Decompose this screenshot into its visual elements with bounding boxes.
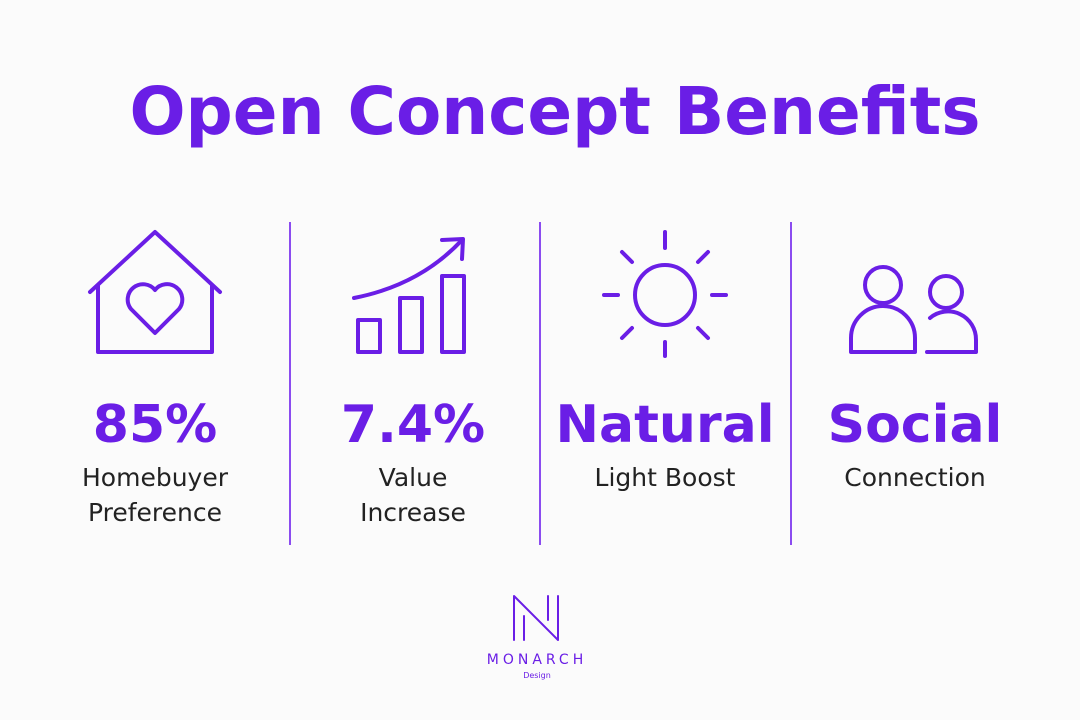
stat-label: Light Boost: [595, 463, 736, 492]
stat-label: Homebuyer: [82, 463, 229, 492]
sun-icon: [602, 230, 728, 358]
stat: Natural: [555, 395, 774, 455]
stat-label: Preference: [88, 498, 222, 527]
items: 85% Homebuyer Preference 7.4% Value Increase N…: [82, 395, 1002, 527]
stat: 7.4%: [341, 395, 485, 455]
title: Open Concept Benefits: [129, 73, 980, 150]
stat-label: Connection: [844, 463, 985, 492]
stat: 85%: [93, 395, 217, 455]
dividers: [289, 222, 792, 545]
people-icon: [849, 265, 979, 354]
logo-mark: [513, 595, 559, 641]
stat-label: Value: [379, 463, 448, 492]
logo-sub: Design: [523, 671, 551, 680]
logo-name: MONARCH: [487, 652, 587, 668]
stat-label: Increase: [360, 498, 466, 527]
stat: Social: [828, 395, 1003, 455]
house-icon: [88, 230, 222, 354]
growth-icon: [352, 237, 466, 354]
logo: MONARCH Design: [487, 595, 587, 680]
